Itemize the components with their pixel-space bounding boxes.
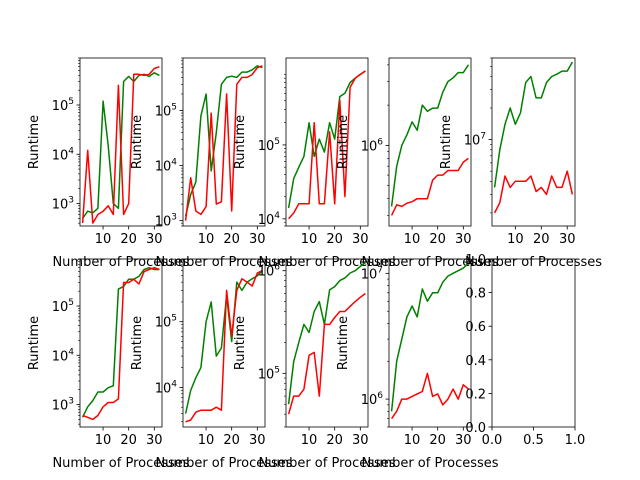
y-tick-label: 104 (155, 158, 178, 175)
x-tick-label: 30 (455, 433, 472, 448)
y-axis-label: Runtime (336, 115, 351, 169)
series-line-2 (288, 70, 366, 220)
axes-frame (79, 57, 163, 227)
axes-frame (285, 258, 369, 428)
y-axis-label: Runtime (27, 115, 42, 169)
y-axis-label: Runtime (130, 316, 145, 370)
y-tick-label: 103 (52, 196, 74, 213)
series-line-2 (82, 266, 160, 421)
y-tick-label: 0.0 (465, 421, 486, 436)
x-tick-label: 20 (326, 433, 343, 448)
x-tick-label: 10 (404, 232, 421, 247)
x-tick-label: 10 (301, 232, 318, 247)
x-tick-label: 10 (507, 232, 524, 247)
x-tick-label: 30 (352, 232, 369, 247)
y-tick-label: 0.4 (465, 354, 486, 369)
x-tick-label: 10 (95, 433, 112, 448)
x-tick-label: 10 (404, 433, 421, 448)
y-tick-label: 105 (155, 314, 177, 331)
x-tick-label: 20 (223, 232, 240, 247)
x-tick-label: 0.0 (482, 433, 503, 448)
y-tick-label: 0.6 (465, 320, 486, 335)
x-tick-label: 10 (301, 433, 318, 448)
y-tick-label: 107 (361, 265, 383, 282)
y-tick-label: 104 (155, 379, 178, 396)
axes-frame (182, 258, 266, 428)
series-line-1 (390, 64, 470, 207)
x-tick-label: 20 (533, 232, 550, 247)
series-line-1 (493, 61, 574, 188)
series-line-1 (184, 270, 263, 414)
y-axis-label: Runtime (233, 115, 248, 169)
series-line-2 (184, 65, 263, 221)
x-tick-label: 1.0 (565, 433, 586, 448)
x-tick-label: 10 (198, 433, 215, 448)
x-tick-label: 10 (95, 232, 112, 247)
x-tick-label: 20 (326, 232, 343, 247)
axes-frame (388, 258, 472, 428)
y-tick-label: 105 (52, 97, 74, 114)
series-line-2 (185, 269, 263, 423)
y-tick-label: 107 (464, 132, 486, 149)
series-line-2 (287, 292, 366, 415)
y-axis-label: Runtime (233, 316, 248, 370)
axes-frame (491, 258, 576, 428)
x-tick-label: 20 (120, 433, 137, 448)
y-tick-label: 104 (52, 347, 75, 364)
y-axis-label: Runtime (27, 316, 42, 370)
series-line-1 (81, 266, 160, 418)
y-tick-label: 104 (52, 146, 75, 163)
y-tick-label: 0.8 (465, 287, 486, 302)
y-tick-label: 105 (258, 137, 280, 154)
axes-frame (182, 57, 266, 227)
y-tick-label: 106 (258, 263, 281, 280)
axes-frame (285, 57, 369, 227)
y-tick-label: 106 (361, 391, 384, 408)
y-tick-label: 106 (361, 137, 384, 154)
y-tick-label: 103 (155, 213, 177, 230)
y-tick-label: 105 (258, 365, 280, 382)
subplot-7: 104 105 10 20 30 Runtime Number of Processes (130, 258, 293, 471)
x-tick-label: 30 (352, 433, 369, 448)
x-tick-label: 20 (120, 232, 137, 247)
y-tick-label: 0.2 (465, 387, 486, 402)
series-line-2 (390, 372, 469, 420)
axes-frame (388, 57, 472, 227)
x-tick-label: 20 (429, 433, 446, 448)
x-tick-label: 30 (249, 433, 266, 448)
series-line-1 (287, 70, 366, 209)
x-tick-label: 0.5 (523, 433, 544, 448)
x-tick-label: 30 (146, 232, 163, 247)
series-line-1 (184, 65, 263, 217)
x-axis-label: Number of Processes (52, 456, 189, 471)
series-line-2 (81, 65, 160, 224)
x-axis-label: Number of Processes (258, 456, 395, 471)
y-tick-label: 104 (258, 211, 281, 228)
subplot-6: 103 104 105 10 20 30 Runtime Number of Processe… (27, 258, 190, 471)
x-tick-label: 30 (455, 232, 472, 247)
series-line-2 (493, 170, 574, 214)
series-line-1 (287, 261, 366, 405)
x-tick-label: 30 (249, 232, 266, 247)
x-tick-label: 20 (223, 433, 240, 448)
y-axis-label: Runtime (130, 115, 145, 169)
y-axis-label: Runtime (336, 316, 351, 370)
subplot-10: 0.0 0.2 0.4 0.6 0.8 1.0 0.0 0.5 1.0 (465, 253, 585, 448)
x-tick-label: 20 (429, 232, 446, 247)
series-line-1 (390, 262, 469, 412)
y-tick-label: 1.0 (465, 253, 486, 268)
x-axis-label: Number of Processes (155, 456, 292, 471)
y-tick-label: 105 (52, 298, 74, 315)
y-tick-label: 105 (155, 103, 177, 120)
x-tick-label: 30 (559, 232, 576, 247)
y-tick-label: 103 (52, 397, 74, 414)
axes-frame (491, 57, 576, 227)
axes-frame (79, 258, 163, 428)
y-axis-label: Runtime (439, 115, 454, 169)
series-line-2 (390, 157, 469, 216)
x-tick-label: 30 (146, 433, 163, 448)
x-tick-label: 10 (198, 232, 215, 247)
x-axis-label: Number of Processes (361, 456, 498, 471)
